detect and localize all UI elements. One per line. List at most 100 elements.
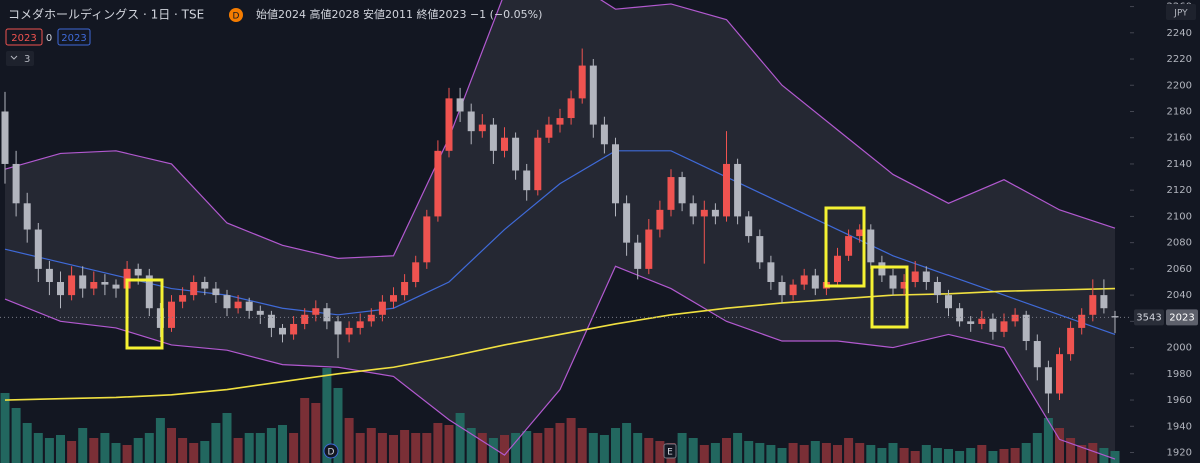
volume-bar [622, 423, 632, 463]
volume-bar [222, 413, 232, 463]
candle-body [945, 295, 952, 309]
volume-bar [366, 428, 376, 463]
volume-bar [255, 433, 265, 463]
candle-body [911, 271, 919, 282]
volume-bar [755, 443, 765, 463]
candle-body [23, 203, 31, 230]
volume-bar [289, 433, 299, 463]
indicator-line [4, 265, 1116, 460]
indicator-badge[interactable] [57, 28, 91, 46]
volume-bar [178, 438, 188, 463]
volume-bar [744, 441, 754, 463]
candle-body [1044, 367, 1052, 394]
candle-body [878, 262, 886, 276]
volume-bar [56, 435, 65, 463]
volume-bar [189, 443, 199, 463]
volume-bar [1077, 445, 1087, 463]
candle-body [656, 209, 664, 230]
candle-body [45, 268, 53, 282]
volume-bar [877, 448, 887, 463]
volume-bar [266, 428, 276, 463]
candle-body [134, 268, 142, 276]
volume-bar [777, 448, 787, 463]
event-marker[interactable] [663, 443, 677, 459]
candle-body [956, 308, 964, 322]
volume-bar [699, 445, 709, 463]
volume-bar [1066, 438, 1076, 463]
candle-body [645, 229, 653, 269]
candle-body [834, 255, 841, 282]
y-tick-label: 2220 [1167, 54, 1192, 65]
interval-badge[interactable] [229, 8, 243, 22]
interval-label: D [233, 12, 240, 22]
highlight-box [125, 278, 164, 350]
currency: JPY [1173, 9, 1188, 19]
y-tick-label: 2000 [1167, 343, 1192, 354]
candle-body [434, 150, 442, 217]
candle-body [423, 216, 431, 263]
volume-bar [300, 398, 310, 463]
indicator-line [4, 150, 1116, 336]
countdown: 3543 [1136, 312, 1161, 323]
candle-body [1022, 314, 1030, 342]
volume-bar [844, 438, 854, 463]
volume-bar [577, 428, 587, 463]
y-tick-label: 2100 [1167, 211, 1192, 222]
plot-bg [0, 0, 1130, 463]
y-tick-label: 2060 [1167, 264, 1192, 275]
candle-body [667, 177, 675, 210]
volume-bar [566, 418, 576, 463]
candle-body [334, 321, 342, 335]
candle-body [711, 209, 719, 217]
volume-bar [244, 433, 254, 463]
candle-body [589, 65, 597, 125]
volume-bar [67, 441, 77, 463]
volume-bar [1010, 448, 1020, 463]
volume-bar [1055, 428, 1064, 463]
candle-body [179, 295, 187, 302]
highlight-box [870, 265, 909, 329]
volume-bar [466, 428, 476, 463]
candle-body [612, 144, 619, 204]
volume-bar [1110, 451, 1120, 463]
currency-button[interactable] [1166, 4, 1196, 20]
indicator-badge[interactable] [5, 28, 43, 46]
event-marker[interactable] [323, 443, 339, 459]
candle-body [756, 236, 764, 263]
volume-bar [0, 393, 10, 463]
volume-bar [799, 445, 809, 463]
band-fill [5, 0, 1115, 460]
y-tick-label: 1980 [1167, 369, 1192, 380]
candle-body [79, 275, 87, 289]
volume-bar [633, 433, 643, 463]
candle-body [501, 137, 508, 151]
y-tick-label: 2160 [1167, 133, 1192, 144]
candle-body [279, 327, 286, 335]
y-tick-label: 2240 [1167, 28, 1192, 39]
volume-bar [211, 423, 221, 463]
volume-bar [866, 445, 876, 463]
volume-bar [488, 438, 498, 463]
volume-bar [855, 443, 865, 463]
volume-bar [511, 433, 521, 463]
event-label: E [667, 448, 673, 458]
last-price: 2023 [1169, 312, 1194, 323]
y-tick-label: 2120 [1167, 185, 1192, 196]
collapsed-count: 3 [24, 54, 30, 65]
axis-bg [1130, 0, 1200, 463]
candle-body [1011, 314, 1019, 322]
candle-body [245, 301, 253, 311]
indicator-line [4, 287, 1116, 401]
countdown-badge [1134, 309, 1164, 326]
volume-bar [988, 451, 998, 463]
volume-bar [611, 428, 620, 463]
candle-body [456, 98, 464, 112]
indicator-value: 2023 [11, 33, 36, 44]
collapse-button[interactable] [6, 51, 34, 66]
candle-body [578, 65, 586, 99]
volume-bar [200, 441, 210, 463]
volume-bar [422, 433, 432, 463]
candle-body [700, 209, 708, 217]
